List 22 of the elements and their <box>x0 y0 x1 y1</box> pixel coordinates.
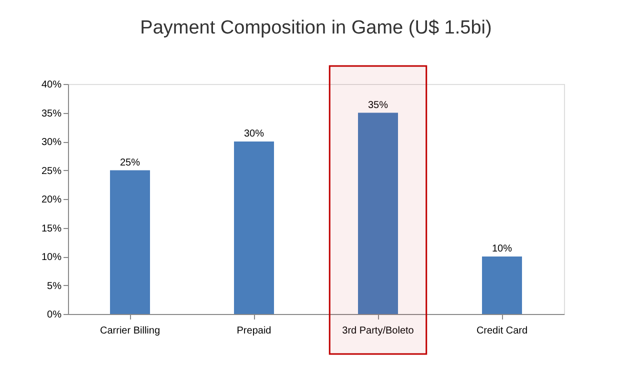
data-label: 35% <box>368 100 388 111</box>
y-tick-label: 0% <box>47 310 62 320</box>
bar <box>234 142 274 314</box>
data-label: 10% <box>492 244 512 254</box>
bar <box>358 112 398 314</box>
x-tick-label: 3rd Party/Boleto <box>342 326 414 336</box>
y-tick-label: 40% <box>41 80 62 90</box>
y-tick-label: 30% <box>41 137 62 148</box>
chart-title: Payment Composition in Game (U$ 1.5bi) <box>140 17 492 38</box>
bar <box>110 170 150 314</box>
y-tick-label: 25% <box>41 166 62 177</box>
y-tick-label: 35% <box>41 108 62 120</box>
y-tick-label: 15% <box>41 223 62 234</box>
bar <box>482 256 522 314</box>
x-tick-label: Prepaid <box>236 326 272 336</box>
data-label: 25% <box>120 157 140 168</box>
x-tick-label: Credit Card <box>476 326 528 336</box>
x-tick-label: Carrier Billing <box>100 326 160 336</box>
y-tick-label: 10% <box>41 252 62 263</box>
data-label: 30% <box>244 128 264 140</box>
y-tick-label: 5% <box>47 280 62 292</box>
y-tick-label: 20% <box>41 194 62 206</box>
